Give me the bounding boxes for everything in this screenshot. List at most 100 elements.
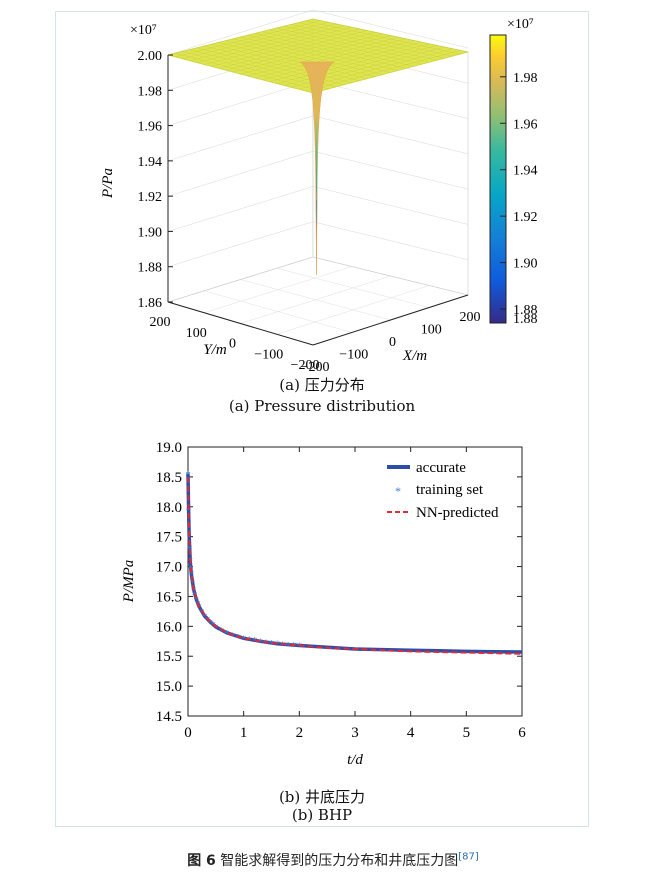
training-point: * [213, 622, 219, 634]
y-tick-label: 15.5 [156, 649, 182, 665]
colorbar-ticks: 1.88 1.90 1.92 1.94 1.96 1.98 1.88 [500, 71, 538, 327]
axes-ticks: 0 1 2 3 4 5 6 14.5 15.0 15.5 16.0 16.5 17.0 17.5 18.0 1… [156, 440, 527, 741]
y-tick-label: −100 [254, 347, 283, 362]
training-point: * [246, 634, 252, 646]
y-ticks: 200 100 0 −100 −200 [150, 315, 320, 373]
training-point: * [186, 505, 192, 517]
colorbar-tick-label: 1.98 [513, 71, 538, 86]
x-axis-label: X/m [402, 348, 427, 364]
figure-title: 智能求解得到的压力分布和井底压力图 [220, 853, 459, 869]
training-point: * [263, 637, 269, 649]
x-tick-label: 0 [184, 725, 192, 741]
training-point: * [269, 638, 275, 650]
panel-a-caption-cn: (a) 压力分布 [279, 376, 365, 394]
colorbar-tick-label: 1.90 [513, 257, 538, 272]
colorbar-tick-label: 1.88 [513, 312, 538, 327]
training-point: * [208, 617, 214, 629]
y-axis-label: Y/m [203, 342, 227, 358]
x-tick-label: 200 [460, 310, 481, 325]
z-tick-label: 1.98 [138, 84, 163, 99]
series-nn-predicted-line [187, 476, 523, 655]
panel-a-caption-en: (a) Pressure distribution [228, 397, 416, 415]
legend-label-training: training set [416, 482, 484, 498]
figure-frame [55, 11, 589, 827]
colorbar-tick-label: 1.88 [513, 303, 538, 318]
training-point: * [230, 630, 236, 642]
y-tick-label: 0 [229, 337, 236, 352]
training-point: * [241, 633, 247, 645]
training-point: * [189, 569, 195, 581]
y-tick-label: 16.5 [156, 589, 182, 605]
y-tick-label: 17.5 [156, 530, 182, 546]
training-point: * [185, 469, 191, 481]
y-tick-label: 18.5 [156, 470, 182, 486]
x-tick-label: 100 [421, 323, 442, 338]
z-tick-label: 1.94 [138, 155, 163, 170]
z-tick-label: 1.92 [138, 190, 163, 205]
x-tick-label: −100 [339, 348, 368, 363]
y-axis-label: P/MPa [121, 560, 137, 604]
colorbar: ×10⁷ 1.88 1.90 1.92 1.94 1.96 1.98 1.88 [489, 17, 538, 327]
grid-3d [167, 9, 469, 335]
y-tick-label: 15.0 [156, 679, 182, 695]
z-tick-label: 2.00 [138, 49, 163, 64]
colorbar-exponent: ×10⁷ [507, 17, 534, 32]
z-ticks: 1.86 1.88 1.90 1.92 1.94 1.96 1.98 2.00 [138, 49, 173, 311]
training-point: * [224, 628, 230, 640]
figure-caption: 图 6 智能求解得到的压力分布和井底压力图[87] [0, 850, 666, 870]
x-axis-line [312, 294, 469, 346]
series-layer: ******************* * * * * * * * * * * * * * * * [185, 469, 523, 655]
legend: accurate * training set NN-predicted [387, 460, 499, 521]
legend-label-predicted: NN-predicted [416, 505, 499, 521]
z-tick-label: 1.96 [138, 120, 163, 135]
training-point: * [219, 626, 225, 638]
x-axis-label: t/d [347, 752, 363, 768]
training-point: * [280, 639, 286, 651]
z-tick-label: 1.90 [138, 225, 163, 240]
x-tick-label: 5 [463, 725, 471, 741]
x-tick-label: −200 [301, 360, 330, 375]
x-tick-label: 2 [296, 725, 304, 741]
colorbar-tick-label: 1.96 [513, 117, 538, 132]
training-point: * [258, 636, 264, 648]
training-point: * [190, 578, 196, 590]
x-ticks: −200 −100 0 100 200 [301, 310, 481, 375]
y-tick-label: 100 [186, 326, 207, 341]
legend-label-accurate: accurate [416, 460, 466, 476]
y-tick-label: −200 [291, 358, 320, 373]
x-tick-label: 3 [351, 725, 359, 741]
training-point: * [291, 640, 297, 652]
well-depression [299, 61, 335, 276]
x-tick-label: 4 [407, 725, 415, 741]
colorbar-gradient [489, 34, 507, 324]
y-axis-line [167, 301, 314, 346]
training-point: * [194, 594, 200, 606]
colorbar-tick-label: 1.94 [513, 164, 538, 179]
x-tick-label: 1 [240, 725, 248, 741]
panel-a-surface-plot: 1.86 1.88 1.90 1.92 1.94 1.96 1.98 2.00 200 100 0… [100, 9, 481, 375]
x-tick-label: 0 [389, 335, 396, 350]
z-tick-label: 1.88 [138, 261, 163, 276]
training-point: * [235, 632, 241, 644]
figure-label: 图 6 [187, 853, 216, 869]
y-tick-label: 200 [150, 315, 171, 330]
training-point: * [202, 611, 208, 623]
y-tick-label: 16.0 [156, 619, 182, 635]
training-point: * [285, 640, 291, 652]
figure-ref: [87] [458, 851, 479, 863]
y-tick-label: 17.0 [156, 560, 182, 576]
panel-b-bhp-chart: 0 1 2 3 4 5 6 14.5 15.0 15.5 16.0 16.5 17.0 17.5 18.0 1… [121, 440, 526, 768]
y-tick-label: 14.5 [156, 709, 182, 725]
y-tick-label: 19.0 [156, 440, 182, 456]
panel-b-caption-en: (b) BHP [291, 806, 353, 824]
z-exponent: ×10⁷ [130, 23, 157, 38]
panel-b-caption-cn: (b) 井底压力 [278, 788, 366, 806]
legend-swatch-training: * [395, 484, 401, 498]
x-tick-label: 6 [518, 725, 526, 741]
y-tick-label: 18.0 [156, 500, 182, 516]
training-point: * [274, 639, 280, 651]
z-tick-label: 1.86 [138, 296, 163, 311]
plot-area [187, 446, 523, 717]
z-axis-label: P/Pa [100, 168, 116, 199]
